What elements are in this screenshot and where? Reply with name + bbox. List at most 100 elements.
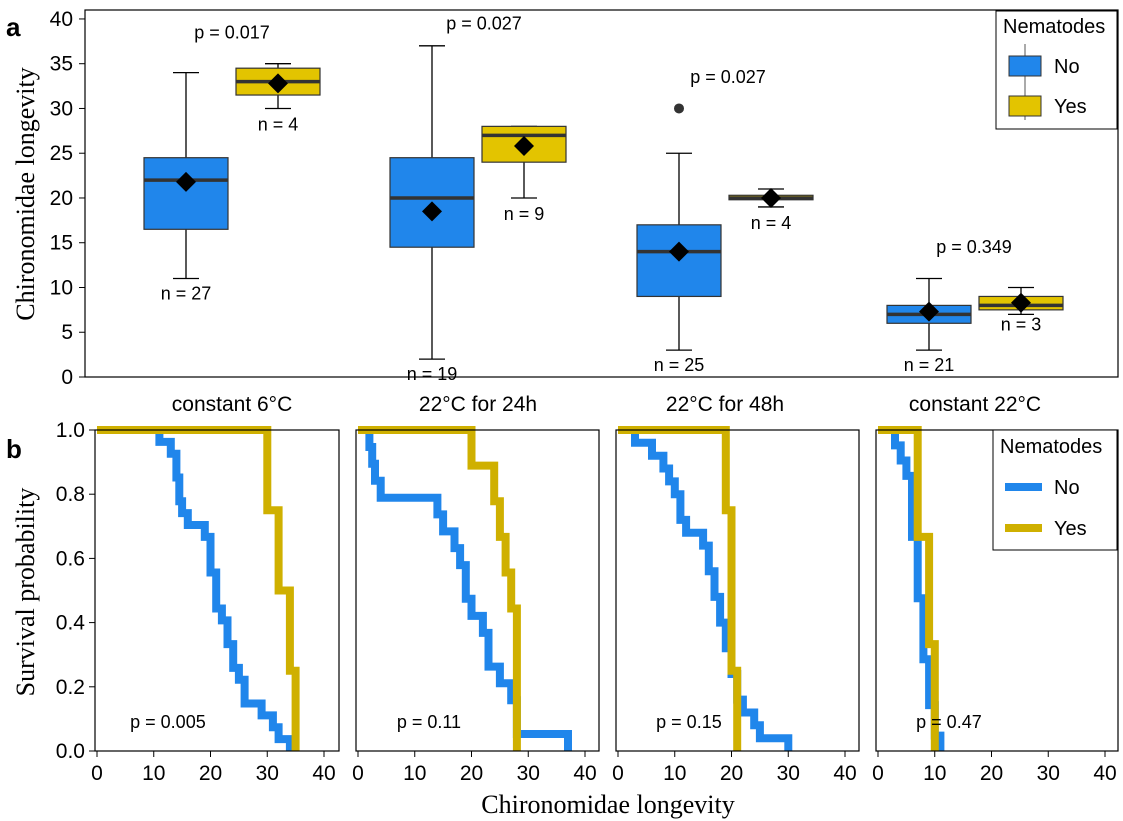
mean-marker — [919, 301, 939, 322]
p-value-label: p = 0.027 — [446, 13, 522, 33]
n-label: n = 9 — [504, 204, 545, 224]
panel-a-y-tick-label: 20 — [50, 187, 73, 210]
panel-b-y-tick-label: 0.6 — [56, 547, 85, 570]
x-tick-label: 30 — [1037, 762, 1060, 785]
facet-frame — [615, 429, 860, 752]
panel-b-y-axis-label: Survival probability — [11, 488, 40, 697]
box-yes-1: n = 9 — [481, 125, 567, 224]
x-tick-label: 0 — [612, 762, 624, 785]
box-no-0: n = 27 — [143, 72, 229, 304]
survival-line-no — [97, 426, 294, 751]
x-tick-label: 40 — [573, 762, 596, 785]
panel-a-category-label: 22°C for 24h — [419, 393, 537, 416]
x-tick-label: 30 — [517, 762, 540, 785]
panel-a-legend-yes: Yes — [1054, 96, 1087, 118]
n-label: n = 19 — [407, 364, 458, 384]
panel-b-legend: Nematodes No Yes — [992, 429, 1118, 551]
panel-b-y-tick-label: 0.0 — [56, 740, 85, 763]
mean-marker — [1011, 292, 1031, 313]
panel-a-y-tick-label: 0 — [61, 366, 73, 389]
panel-a-frame — [84, 9, 1119, 378]
panel-a-legend-swatch-yes — [1008, 95, 1042, 117]
x-tick-label: 40 — [833, 762, 856, 785]
facet-frame — [355, 429, 600, 752]
box-no-3: n = 21 — [886, 277, 972, 375]
box-no-2: n = 25 — [636, 103, 722, 375]
x-tick-label: 0 — [91, 762, 103, 785]
survival-p-value: p = 0.11 — [397, 712, 461, 732]
mean-marker — [176, 171, 196, 192]
x-tick-label: 40 — [1093, 762, 1116, 785]
panel-a-legend: Nematodes No Yes — [995, 10, 1118, 130]
survival-line-no — [618, 426, 793, 751]
n-label: n = 4 — [751, 213, 792, 233]
panel-b-y-tick-label: 0.8 — [56, 483, 85, 506]
x-tick-label: 10 — [142, 762, 165, 785]
survival-p-value: p = 0.15 — [656, 712, 722, 732]
p-value-label: p = 0.017 — [194, 22, 270, 42]
mean-marker — [761, 187, 781, 208]
x-tick-label: 20 — [199, 762, 222, 785]
panel-a-y-tick-label: 10 — [50, 276, 73, 299]
panel-a-label: a — [6, 12, 21, 42]
box-yes-0: n = 4 — [235, 63, 321, 134]
x-tick-label: 0 — [352, 762, 364, 785]
panel-a-y-tick-label: 5 — [61, 321, 73, 344]
panel-a-category-label: constant 6°C — [172, 393, 292, 416]
panel-b-y-tick-label: 0.4 — [56, 612, 86, 635]
survival-facet-1: 0 10 20 30 40 p = 0.11 — [352, 426, 600, 785]
panel-a-category-label: 22°C for 48h — [666, 393, 784, 416]
panel-a-y-axis-label: Chironomidae longevity — [11, 67, 40, 320]
box-no-1: n = 19 — [389, 45, 475, 384]
panel-b-survival: Survival probability Chironomidae longev… — [11, 419, 1119, 819]
panel-a-legend-no: No — [1054, 56, 1080, 78]
panel-b-facets: 0 10 20 30 40 p = 0.005 0 10 20 30 40 p = 0.11 0 10 20… — [56, 419, 1119, 785]
panel-b-legend-yes: Yes — [1054, 518, 1087, 540]
facet-frame — [94, 429, 340, 752]
mean-marker — [422, 201, 442, 222]
panel-a-categories: constant 6°C 22°C for 24h 22°C for 48h cons… — [172, 393, 1041, 416]
x-tick-label: 20 — [460, 762, 483, 785]
panel-b-legend-title: Nematodes — [1000, 436, 1102, 458]
box-yes-3: n = 3 — [978, 286, 1064, 334]
x-tick-label: 10 — [663, 762, 686, 785]
p-value-label: p = 0.349 — [936, 237, 1012, 257]
x-tick-label: 0 — [872, 762, 884, 785]
panel-a-legend-title: Nematodes — [1003, 16, 1105, 38]
survival-line-yes — [97, 426, 300, 751]
panel-a-y-tick-label: 15 — [50, 232, 73, 255]
mean-marker — [669, 241, 689, 262]
x-tick-label: 40 — [312, 762, 335, 785]
mean-marker — [268, 73, 288, 94]
n-label: n = 27 — [161, 284, 212, 304]
p-value-label: p = 0.027 — [690, 67, 766, 87]
x-tick-label: 20 — [720, 762, 743, 785]
survival-line-yes — [358, 426, 521, 751]
panel-a-p-values: p = 0.017 p = 0.027 p = 0.027 p = 0.349 — [194, 13, 1012, 257]
x-tick-label: 30 — [256, 762, 279, 785]
panel-a-y-ticks: 0 5 10 15 20 25 30 35 40 — [50, 8, 85, 389]
x-tick-label: 30 — [777, 762, 800, 785]
x-tick-label: 10 — [403, 762, 426, 785]
panel-a-y-tick-label: 25 — [50, 142, 73, 165]
panel-a-y-tick-label: 30 — [50, 97, 73, 120]
panel-b-y-tick-label: 1.0 — [56, 419, 85, 442]
panel-a-boxes: n = 27 n = 19 n = 25 n = 21 n = 4 n = 9 n = 4 n… — [143, 45, 1064, 384]
outlier-point — [674, 103, 684, 114]
panel-a-legend-swatch-no — [1008, 55, 1042, 77]
x-tick-label: 10 — [923, 762, 946, 785]
panel-a-y-tick-label: 40 — [50, 8, 73, 31]
panel-a-category-label: constant 22°C — [909, 393, 1041, 416]
box-yes-2: n = 4 — [728, 187, 814, 233]
n-label: n = 21 — [904, 355, 955, 375]
panel-a-y-tick-label: 35 — [50, 53, 73, 76]
mean-marker — [514, 136, 534, 157]
panel-a-boxplot: Chironomidae longevity 0510152025303540 … — [11, 8, 1119, 416]
survival-p-value: p = 0.005 — [130, 712, 206, 732]
survival-facet-3: 0 10 20 30 40 p = 0.47 — [872, 426, 1119, 785]
survival-p-value: p = 0.47 — [916, 712, 982, 732]
panel-b-y-tick-label: 0.2 — [56, 676, 85, 699]
panel-b-legend-no: No — [1054, 477, 1080, 499]
survival-line-no — [358, 426, 572, 751]
